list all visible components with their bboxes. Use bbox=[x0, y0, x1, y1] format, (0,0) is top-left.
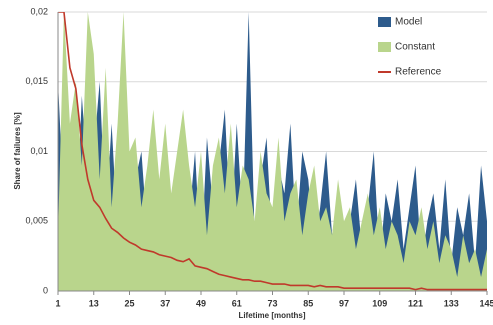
x-tick-label: 73 bbox=[267, 298, 277, 308]
x-axis-title: Lifetime [months] bbox=[238, 311, 305, 320]
x-tick-label: 37 bbox=[160, 298, 170, 308]
legend-swatch bbox=[378, 17, 391, 27]
x-tick-label: 85 bbox=[303, 298, 313, 308]
line-2 bbox=[58, 12, 487, 291]
y-tick-label: 0,01 bbox=[30, 146, 48, 156]
y-tick-label: 0,005 bbox=[25, 216, 48, 226]
x-tick-label: 49 bbox=[196, 298, 206, 308]
y-tick-label: 0,015 bbox=[25, 76, 48, 86]
legend-label: Constant bbox=[395, 42, 435, 53]
x-tick-label: 145 bbox=[479, 298, 493, 308]
x-tick-label: 61 bbox=[232, 298, 242, 308]
x-tick-label: 121 bbox=[408, 298, 423, 308]
x-tick-label: 1 bbox=[55, 298, 60, 308]
y-tick-label: 0,02 bbox=[30, 6, 48, 16]
y-axis-title: Share of failures [%] bbox=[13, 112, 22, 190]
x-tick-label: 109 bbox=[372, 298, 387, 308]
plot-area bbox=[58, 12, 487, 291]
y-tick-label: 0 bbox=[43, 285, 48, 295]
x-tick-label: 97 bbox=[339, 298, 349, 308]
x-tick-label: 25 bbox=[124, 298, 134, 308]
legend-label: Reference bbox=[395, 67, 442, 78]
x-tick-label: 13 bbox=[89, 298, 99, 308]
x-tick-label: 133 bbox=[444, 298, 459, 308]
axes: 0 0,005 0,01 0,015 0,02 1 13 25 37 49 61 73 85 97 109 1… bbox=[25, 6, 493, 308]
area-1 bbox=[58, 12, 487, 291]
legend-swatch bbox=[378, 42, 391, 52]
legend-label: Model bbox=[395, 17, 422, 28]
